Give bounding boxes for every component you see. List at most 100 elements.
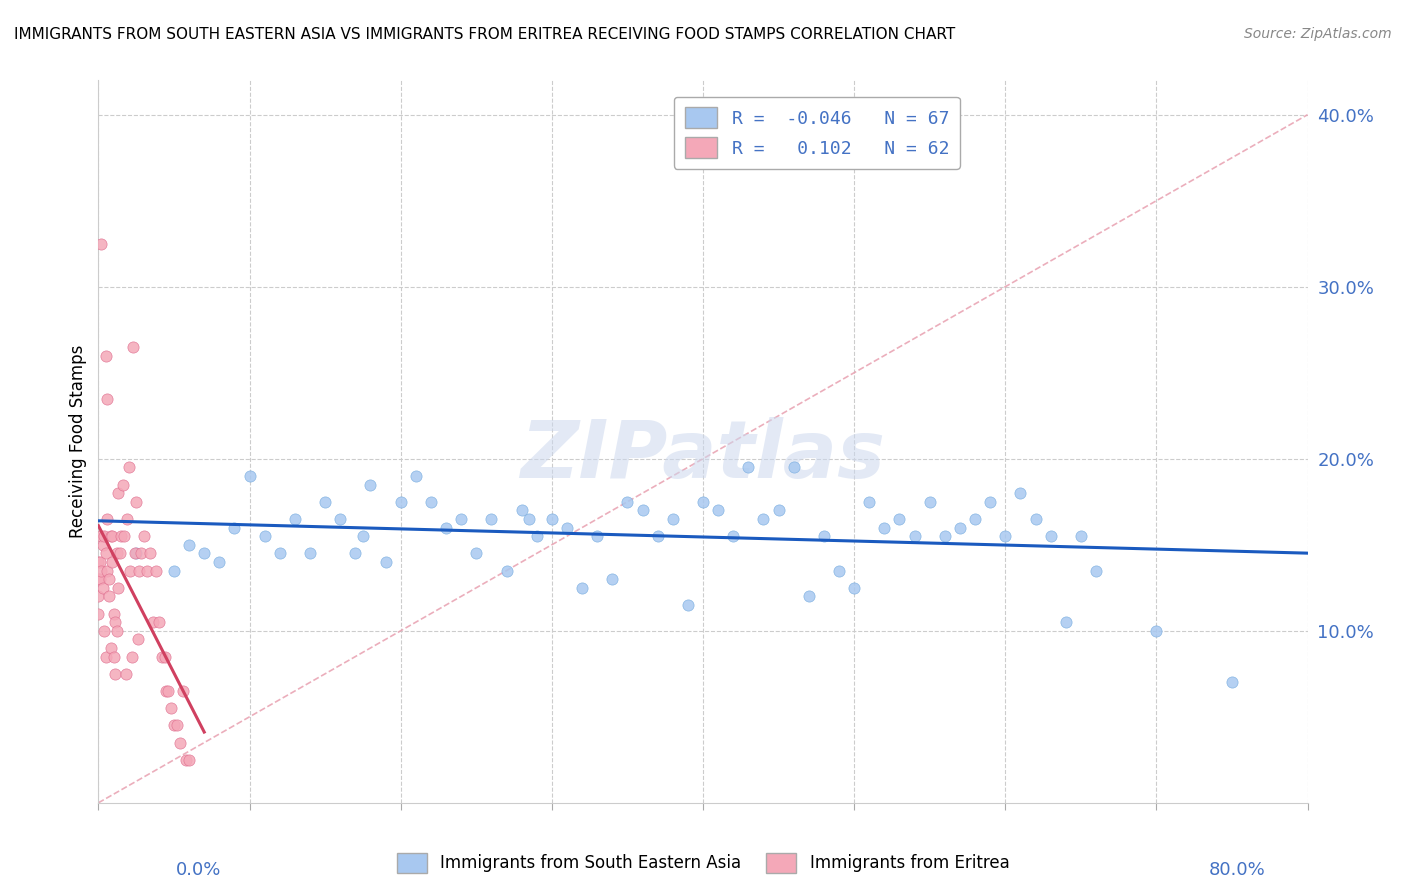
Point (1010, 486, 1032, 500)
Point (121, 649, 143, 664)
Point (555, 520, 578, 534)
Point (540, 512, 562, 526)
Point (98, 572, 121, 586)
Point (128, 564, 150, 578)
Point (352, 529, 374, 543)
Point (1085, 564, 1108, 578)
Point (174, 753, 197, 767)
Point (172, 684, 194, 698)
Point (723, 529, 745, 543)
Point (813, 529, 835, 543)
Point (586, 529, 609, 543)
Point (284, 512, 307, 526)
Point (96, 564, 118, 578)
Point (139, 546, 162, 560)
Point (450, 512, 472, 526)
Point (110, 529, 132, 543)
Point (873, 520, 896, 534)
Text: 0.0%: 0.0% (176, 861, 221, 879)
Point (155, 684, 177, 698)
Point (94, 349, 117, 363)
Point (129, 546, 152, 560)
Point (374, 555, 396, 569)
Point (93, 529, 115, 543)
Point (768, 503, 790, 517)
Point (661, 512, 683, 526)
Point (87, 555, 110, 569)
Point (602, 572, 624, 586)
Point (752, 512, 775, 526)
Point (434, 520, 457, 534)
Point (179, 538, 201, 552)
Point (87, 572, 110, 586)
Point (105, 546, 128, 560)
Point (360, 477, 382, 491)
Point (148, 615, 170, 630)
Point (114, 666, 136, 681)
Point (104, 666, 127, 681)
Y-axis label: Receiving Food Stamps: Receiving Food Stamps (69, 345, 87, 538)
Point (676, 598, 699, 612)
Point (166, 718, 188, 732)
Point (89, 555, 111, 569)
Point (1039, 529, 1062, 543)
Point (783, 460, 806, 475)
Point (918, 494, 941, 508)
Point (169, 735, 191, 749)
Point (96, 512, 118, 526)
Point (93, 624, 115, 638)
Point (828, 564, 851, 578)
Point (125, 546, 148, 560)
Point (269, 546, 291, 560)
Legend: Immigrants from South Eastern Asia, Immigrants from Eritrea: Immigrants from South Eastern Asia, Immi… (389, 847, 1017, 880)
Point (979, 494, 1001, 508)
Point (145, 564, 167, 578)
Point (103, 649, 125, 664)
Point (495, 564, 517, 578)
Point (1024, 512, 1046, 526)
Point (647, 529, 669, 543)
Text: ZIPatlas: ZIPatlas (520, 417, 886, 495)
Point (994, 529, 1017, 543)
Point (135, 564, 157, 578)
Point (1054, 615, 1077, 630)
Point (965, 512, 987, 526)
Point (160, 701, 183, 715)
Point (156, 684, 179, 698)
Point (94, 649, 117, 664)
Point (858, 494, 880, 508)
Point (91, 538, 114, 552)
Point (100, 640, 122, 655)
Point (87, 590, 110, 604)
Point (107, 486, 129, 500)
Point (96, 392, 118, 406)
Point (844, 581, 866, 595)
Point (904, 529, 927, 543)
Point (707, 503, 730, 517)
Point (193, 546, 215, 560)
Point (103, 607, 125, 621)
Point (101, 555, 124, 569)
Point (465, 546, 488, 560)
Point (481, 512, 503, 526)
Point (889, 512, 911, 526)
Point (517, 512, 540, 526)
Point (797, 590, 820, 604)
Point (405, 469, 427, 483)
Point (616, 494, 638, 508)
Point (934, 529, 956, 543)
Point (87, 607, 110, 621)
Point (163, 564, 186, 578)
Point (153, 649, 176, 664)
Point (1220, 675, 1243, 690)
Point (692, 494, 714, 508)
Point (571, 581, 593, 595)
Point (420, 494, 443, 508)
Point (118, 460, 141, 475)
Point (122, 340, 145, 354)
Point (389, 494, 412, 508)
Point (132, 529, 155, 543)
Point (91, 581, 114, 595)
Legend: R =  -0.046   N = 67, R =   0.102   N = 62: R = -0.046 N = 67, R = 0.102 N = 62 (673, 96, 960, 169)
Text: 80.0%: 80.0% (1209, 861, 1265, 879)
